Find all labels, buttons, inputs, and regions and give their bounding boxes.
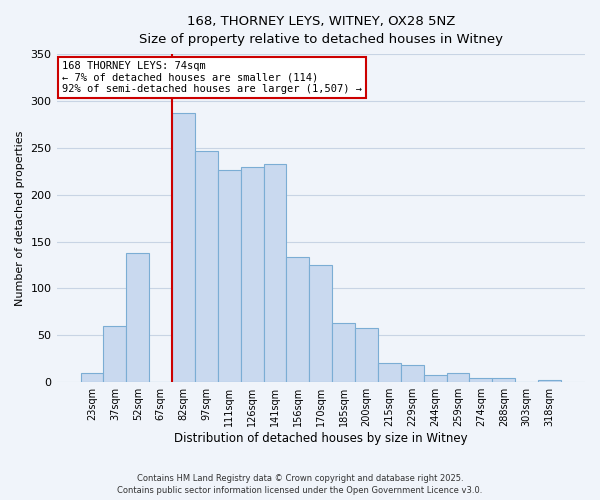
Title: 168, THORNEY LEYS, WITNEY, OX28 5NZ
Size of property relative to detached houses: 168, THORNEY LEYS, WITNEY, OX28 5NZ Size… [139,15,503,46]
Bar [218,170,241,382]
Bar [103,326,127,382]
Bar [286,256,310,382]
Bar [241,166,263,382]
Bar [80,373,103,382]
Bar [538,380,561,382]
Bar [378,364,401,382]
Bar [263,164,286,382]
Bar [493,378,515,382]
Text: Contains HM Land Registry data © Crown copyright and database right 2025.
Contai: Contains HM Land Registry data © Crown c… [118,474,482,495]
Text: 168 THORNEY LEYS: 74sqm
← 7% of detached houses are smaller (114)
92% of semi-de: 168 THORNEY LEYS: 74sqm ← 7% of detached… [62,60,362,94]
Bar [127,253,149,382]
Bar [401,366,424,382]
Bar [469,378,493,382]
Bar [172,113,195,382]
Bar [446,373,469,382]
Bar [424,374,446,382]
Bar [332,323,355,382]
Bar [355,328,378,382]
Y-axis label: Number of detached properties: Number of detached properties [15,130,25,306]
Bar [310,265,332,382]
X-axis label: Distribution of detached houses by size in Witney: Distribution of detached houses by size … [174,432,467,445]
Bar [195,150,218,382]
